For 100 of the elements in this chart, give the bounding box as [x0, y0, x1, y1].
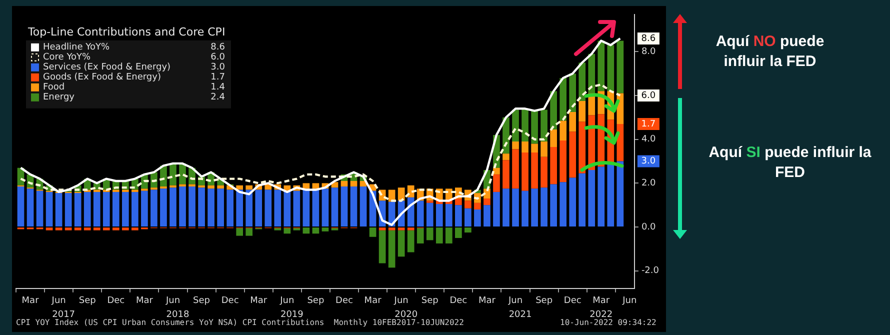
- bar: [302, 188, 310, 227]
- bar: [616, 124, 624, 162]
- bar: [170, 188, 176, 227]
- bar: [208, 188, 214, 227]
- bar: [340, 180, 348, 186]
- bar: [246, 228, 253, 236]
- x-tick-label: Mar: [478, 296, 496, 306]
- bar: [217, 188, 224, 227]
- bar: [484, 198, 490, 206]
- bar: [369, 228, 376, 237]
- x-tick-label: Sep: [536, 296, 553, 306]
- bar: [578, 100, 586, 122]
- bar: [607, 163, 614, 227]
- bar: [102, 228, 110, 230]
- x-tick-label: Mar: [364, 296, 382, 306]
- bar: [208, 185, 214, 189]
- x-tick-label: Jun: [393, 296, 408, 306]
- bar: [36, 190, 44, 227]
- x2-tick-label: 2020: [394, 310, 418, 320]
- bar: [493, 168, 500, 174]
- bar: [312, 228, 320, 234]
- bar: [102, 192, 110, 227]
- bar: [398, 228, 405, 230]
- bar: [493, 174, 500, 192]
- annotation: 1.7: [641, 119, 656, 130]
- bar: [236, 228, 244, 236]
- bar: [340, 186, 348, 227]
- bar: [302, 183, 310, 189]
- bar: [122, 228, 129, 230]
- x-tick-label: Sep: [193, 296, 210, 306]
- text: 10-Jun-2022 09:34:22: [560, 318, 656, 327]
- bar: [378, 230, 386, 264]
- bar: [350, 186, 358, 227]
- bar: [426, 202, 434, 227]
- bar: [436, 204, 443, 227]
- text: Aquí NO puede influir la FED: [716, 33, 824, 70]
- x2-tick-label: 2018: [166, 310, 190, 320]
- bar: [464, 208, 472, 227]
- bar: [550, 147, 557, 184]
- bar: [198, 188, 205, 227]
- bar: [616, 40, 624, 94]
- bar: [502, 188, 510, 227]
- bar: [607, 45, 614, 92]
- bar: [312, 183, 320, 189]
- x-tick-label: Sep: [421, 296, 439, 306]
- bar: [454, 198, 462, 206]
- bar: [55, 228, 62, 230]
- x-tick-label: Jun: [279, 296, 294, 306]
- x2-tick-label: 2021: [508, 310, 532, 320]
- bar: [454, 205, 462, 227]
- bar: [284, 228, 291, 234]
- bar: [407, 230, 414, 252]
- y-tick-label: 2.0: [641, 178, 656, 189]
- legend-label: Energy: [43, 92, 76, 103]
- bar: [578, 173, 586, 227]
- x-tick-label: Dec: [107, 296, 125, 306]
- annotation: 6.0: [641, 90, 656, 101]
- bar: [322, 188, 329, 227]
- legend-label: Headline YoY%: [43, 42, 110, 53]
- legend-label: Core YoY%: [43, 52, 91, 63]
- bar: [569, 178, 576, 227]
- bar: [540, 142, 548, 157]
- bar: [264, 184, 272, 190]
- x-tick-label: Jun: [507, 296, 523, 306]
- bar: [464, 228, 472, 233]
- bar: [198, 185, 205, 188]
- bar: [588, 54, 596, 94]
- x-tick-label: Dec: [564, 296, 582, 306]
- bar: [217, 185, 224, 189]
- x-tick-label: Mar: [250, 296, 268, 306]
- bar: [84, 228, 91, 230]
- bar: [407, 228, 414, 230]
- bar: [55, 193, 62, 227]
- bar: [350, 180, 358, 186]
- bar: [312, 188, 320, 227]
- bar: [522, 108, 528, 142]
- bar: [378, 228, 386, 230]
- bar: [550, 129, 557, 148]
- bar: [598, 166, 605, 227]
- x-tick-label: Sep: [307, 296, 324, 306]
- bar: [246, 190, 253, 227]
- bar: [122, 192, 129, 227]
- bar: [179, 186, 186, 227]
- bar: [360, 186, 367, 227]
- bar: [26, 188, 34, 227]
- bar: [274, 190, 282, 227]
- bar: [112, 228, 120, 230]
- x-tick-label: Mar: [592, 296, 610, 306]
- bar: [188, 186, 196, 227]
- bar: [560, 78, 567, 121]
- bar: [560, 140, 567, 182]
- bar: [445, 228, 452, 244]
- text: Aquí SI puede influir la FED: [708, 144, 872, 181]
- bar: [170, 185, 176, 188]
- bar: [416, 228, 424, 244]
- text: 6.0: [210, 52, 225, 63]
- legend-label: Services (Ex Food & Energy): [43, 62, 171, 73]
- bar: [512, 110, 519, 142]
- bar: [93, 228, 100, 230]
- line-series: [20, 83, 622, 202]
